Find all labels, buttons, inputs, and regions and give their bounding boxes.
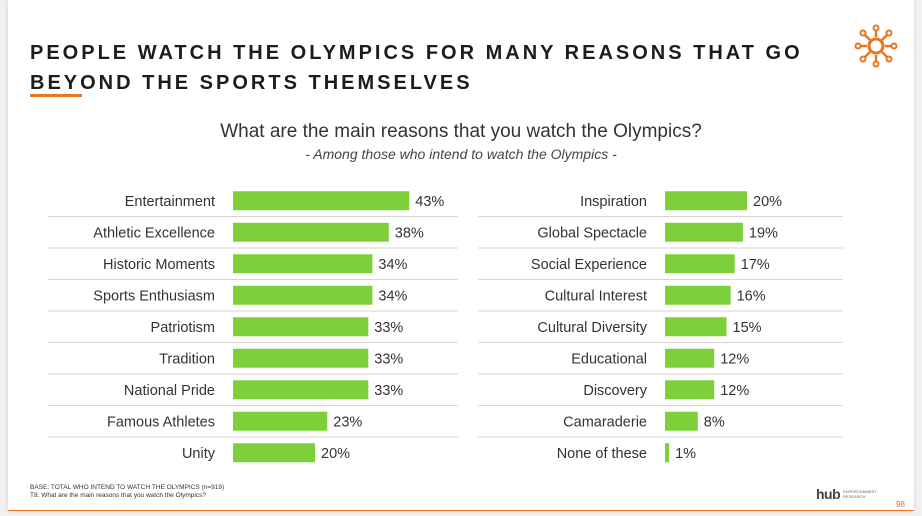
data-label: 33% [374,351,403,367]
data-label: 43% [415,194,444,210]
category-label: National Pride [124,383,215,399]
bar [665,411,698,431]
category-label: Social Experience [531,257,647,273]
chart-subtitle: - Among those who intend to watch the Ol… [305,146,617,162]
bar [665,191,747,211]
bar [233,411,328,431]
bar [665,222,743,242]
data-label: 19% [749,225,778,241]
category-label: Historic Moments [103,257,215,273]
category-label: Sports Enthusiasm [93,288,215,304]
sun-network-icon [854,24,898,68]
category-label: Discovery [583,383,647,399]
footnote-base: BASE: TOTAL WHO INTEND TO WATCH THE OLYM… [30,484,225,491]
bar [233,380,369,400]
data-label: 17% [741,257,770,273]
category-label: Entertainment [125,194,215,210]
data-label: 8% [704,414,725,430]
title-accent-underline [30,94,82,97]
brand-name: hub [816,486,841,502]
data-label: 33% [374,320,403,336]
bar [665,380,715,400]
data-label: 38% [395,225,424,241]
category-label: Cultural Interest [545,288,647,304]
bar [665,348,715,368]
data-label: 23% [333,414,362,430]
data-label: 34% [378,257,407,273]
category-label: Global Spectacle [537,225,647,241]
data-label: 12% [720,351,749,367]
title-line-2: BEYOND THE SPORTS THEMSELVES [30,72,473,94]
bar [233,317,369,337]
data-label: 1% [675,446,696,462]
category-label: Camaraderie [563,414,647,430]
bar [233,285,373,305]
bottom-rule [8,510,914,511]
brand-logo: hub ENTERTAINMENT RESEARCH [816,486,877,502]
data-label: 20% [753,194,782,210]
category-label: None of these [557,446,647,462]
category-label: Tradition [159,351,215,367]
page-title: PEOPLE WATCH THE OLYMPICS FOR MANY REASO… [30,38,803,98]
page-number: 98 [896,500,905,509]
data-label: 15% [733,320,762,336]
data-label: 16% [737,288,766,304]
brand-subtitle: ENTERTAINMENT RESEARCH [843,489,877,499]
footnote-question: T8. What are the main reasons that you w… [30,492,206,499]
data-label: 33% [374,383,403,399]
bar [665,443,670,463]
category-label: Famous Athletes [107,414,215,430]
bar [233,222,389,242]
bar [233,254,373,274]
bar [233,348,369,368]
category-label: Athletic Excellence [93,225,215,241]
bar [665,285,731,305]
bar [665,254,735,274]
category-label: Inspiration [580,194,647,210]
data-label: 12% [720,383,749,399]
data-label: 34% [378,288,407,304]
category-label: Patriotism [151,320,215,336]
footnote: BASE: TOTAL WHO INTEND TO WATCH THE OLYM… [30,484,224,500]
bar-chart: Entertainment 43% Athletic Excellence 38% Hi… [48,191,843,463]
category-label: Cultural Diversity [537,320,647,336]
title-line-1: PEOPLE WATCH THE OLYMPICS FOR MANY REASO… [30,42,803,64]
bar [665,317,727,337]
bar [233,191,410,211]
data-label: 20% [321,446,350,462]
chart-title: What are the main reasons that you watch… [220,121,702,142]
category-label: Educational [571,351,647,367]
bar [233,443,315,463]
slide: PEOPLE WATCH THE OLYMPICS FOR MANY REASO… [8,0,914,511]
category-label: Unity [182,446,216,462]
